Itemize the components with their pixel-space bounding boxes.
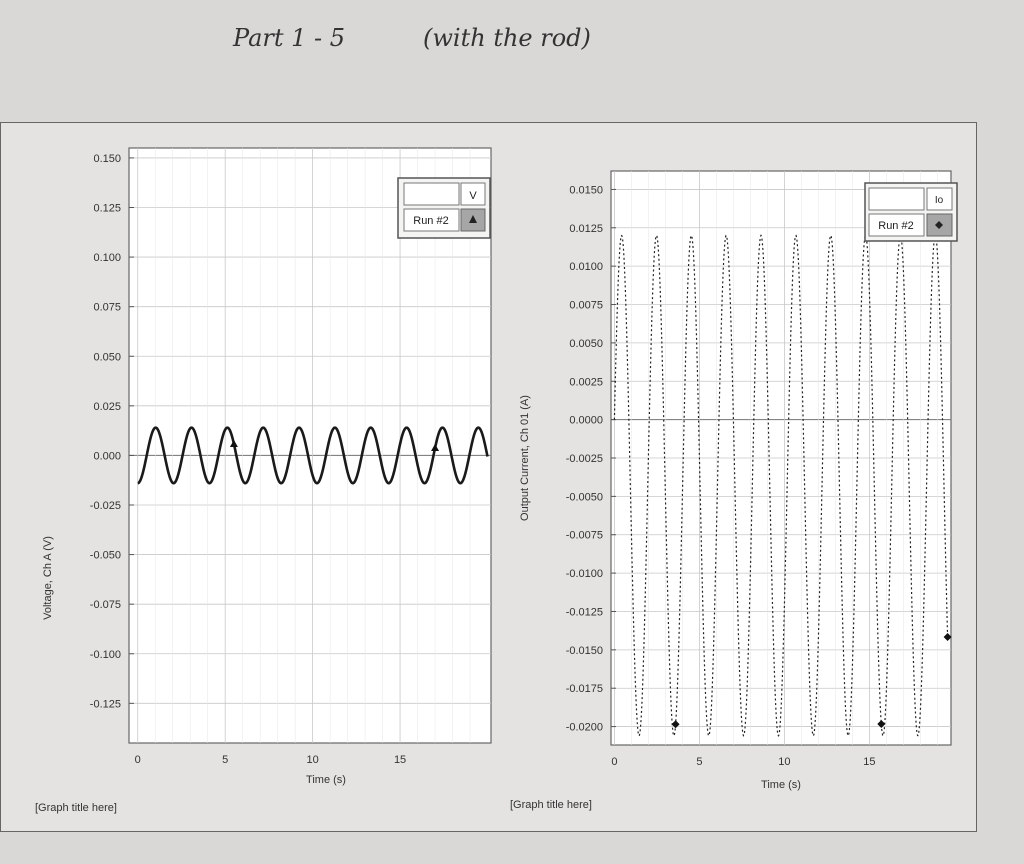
current-legend-filter-field[interactable]: [868, 187, 925, 211]
diamond-marker-icon: [935, 221, 943, 229]
current-x-axis-label: Time (s): [761, 779, 801, 791]
current-series-line: [613, 234, 949, 737]
current-legend-field: Io: [935, 195, 944, 206]
voltage-y-tick-label: 0.050: [93, 351, 121, 363]
current-chart: 0.0150 0.0125 0.0100 0.0075 0.0050 0.0025 0.00…: [510, 170, 958, 811]
voltage-x-tick-label: 5: [222, 754, 228, 766]
current-y-tick-label: 0.0000: [569, 415, 603, 427]
current-y-ticks: 0.0150 0.0125 0.0100 0.0075 0.0050 0.0025 0.00…: [566, 184, 616, 734]
current-y-tick-label: -0.0025: [566, 453, 603, 465]
current-x-tick-label: 0: [611, 756, 617, 768]
current-legend-field-box: [926, 187, 953, 211]
current-legend-run-box: [868, 213, 925, 237]
current-chart-title: [Graph title here]: [510, 799, 592, 811]
part-label: Part 1 - 5: [233, 24, 346, 52]
voltage-data-marker: [431, 444, 440, 452]
current-y-tick-label: -0.0125: [566, 606, 603, 618]
current-x-tick-label: 5: [696, 756, 702, 768]
current-y-tick-label: -0.0150: [566, 645, 603, 657]
triangle-marker-icon: [469, 215, 477, 223]
current-y-tick-label: -0.0100: [566, 568, 603, 580]
current-x-tick-label: 10: [778, 756, 790, 768]
voltage-x-axis-label: Time (s): [306, 774, 346, 786]
voltage-legend-run-box: [403, 208, 460, 232]
voltage-y-tick-label: -0.025: [90, 500, 121, 512]
current-data-marker: [671, 720, 680, 729]
voltage-y-tick-label: -0.125: [90, 698, 121, 710]
voltage-x-tick-label: 0: [135, 754, 141, 766]
voltage-series-line: [137, 426, 489, 485]
printed-sheet: 0.150 0.125 0.100 0.075 0.050 0.025 0.000 -0.02…: [0, 122, 977, 832]
voltage-y-tick-label: 0.075: [93, 302, 121, 314]
voltage-y-tick-label: -0.050: [90, 550, 121, 562]
current-y-tick-label: 0.0125: [569, 223, 603, 235]
current-x-tick-label: 15: [863, 756, 875, 768]
voltage-y-tick-label: 0.000: [93, 450, 121, 462]
current-data-marker: [943, 633, 952, 642]
voltage-legend-field: V: [469, 190, 477, 202]
current-y-axis-label: Output Current, Ch 01 (A): [519, 395, 531, 521]
current-y-tick-label: -0.0075: [566, 530, 603, 542]
voltage-x-tick-label: 10: [306, 754, 318, 766]
current-data-marker: [877, 720, 886, 729]
voltage-y-tick-label: 0.150: [93, 153, 121, 165]
voltage-y-tick-label: 0.125: [93, 203, 121, 215]
voltage-y-axis-label: Voltage, Ch A (V): [42, 536, 54, 620]
current-y-tick-label: -0.0175: [566, 683, 603, 695]
voltage-y-tick-label: 0.100: [93, 252, 121, 264]
charts-canvas: 0.150 0.125 0.100 0.075 0.050 0.025 0.000 -0.02…: [35, 147, 958, 814]
rod-note: (with the rod): [423, 24, 591, 52]
voltage-legend-run: Run #2: [413, 215, 448, 227]
current-x-ticks: 0 5 10 15: [611, 756, 875, 768]
voltage-data-marker: [229, 440, 238, 448]
voltage-plot-area: [128, 147, 492, 744]
voltage-chart-title: [Graph title here]: [35, 802, 117, 814]
voltage-x-tick-label: 15: [394, 754, 406, 766]
voltage-y-tick-label: -0.075: [90, 599, 121, 611]
current-y-tick-label: 0.0025: [569, 376, 603, 388]
current-legend-run: Run #2: [878, 220, 913, 232]
current-y-tick-label: 0.0150: [569, 184, 603, 196]
voltage-y-tick-label: 0.025: [93, 401, 121, 413]
current-y-tick-label: 0.0050: [569, 338, 603, 350]
voltage-y-ticks: 0.150 0.125 0.100 0.075 0.050 0.025 0.000 -0.02…: [90, 153, 134, 710]
voltage-grid: [129, 148, 491, 743]
current-y-tick-label: 0.0100: [569, 261, 603, 273]
voltage-legend: V Run #2: [397, 177, 491, 239]
current-y-tick-label: 0.0075: [569, 300, 603, 312]
voltage-series-markers: [229, 440, 440, 452]
current-y-tick-label: -0.0200: [566, 722, 603, 734]
current-series-markers: [671, 633, 952, 729]
voltage-legend-filter-field[interactable]: [403, 182, 460, 206]
current-y-tick-label: -0.0050: [566, 491, 603, 503]
voltage-x-ticks: 0 5 10 15: [135, 754, 407, 766]
handwritten-header: Part 1 - 5 (with the rod): [225, 14, 745, 74]
voltage-legend-field-box: [460, 182, 486, 206]
voltage-y-tick-label: -0.100: [90, 649, 121, 661]
voltage-chart: 0.150 0.125 0.100 0.075 0.050 0.025 0.000 -0.02…: [35, 147, 492, 814]
current-legend: Io Run #2: [864, 182, 958, 242]
